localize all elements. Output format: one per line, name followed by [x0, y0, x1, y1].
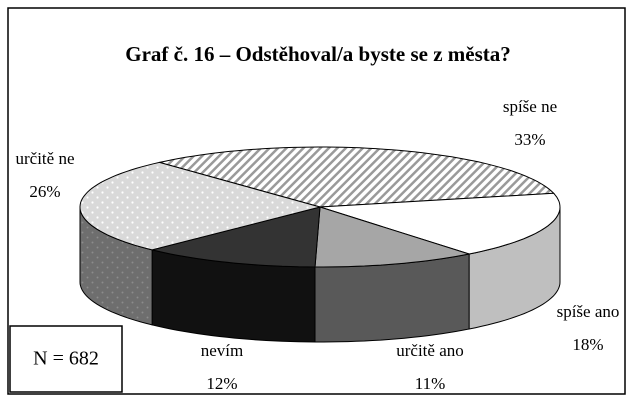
chart-title: Graf č. 16 – Odstěhoval/a byste se z měs… — [125, 42, 511, 66]
slice — [314, 206, 470, 268]
slice — [151, 206, 321, 268]
slice-value-label: 18% — [572, 335, 603, 354]
annotation-box — [9, 325, 123, 393]
slice-value-label: 33% — [514, 130, 545, 149]
slice-label: nevím — [201, 341, 244, 360]
slice-label: spíše ano — [557, 302, 620, 321]
chart-border — [7, 7, 626, 395]
annotation: N = 682 — [33, 348, 99, 370]
slice-value-label: 12% — [206, 374, 237, 393]
slice-label: určitě ne — [16, 149, 75, 168]
slice-label: určitě ano — [396, 341, 464, 360]
slice — [79, 161, 322, 251]
slice-value-label: 11% — [415, 374, 446, 393]
slice-value-label: 26% — [29, 182, 60, 201]
pie — [79, 146, 561, 343]
slice — [159, 146, 555, 208]
slice — [319, 192, 561, 255]
slice-label: spíše ne — [503, 97, 557, 116]
